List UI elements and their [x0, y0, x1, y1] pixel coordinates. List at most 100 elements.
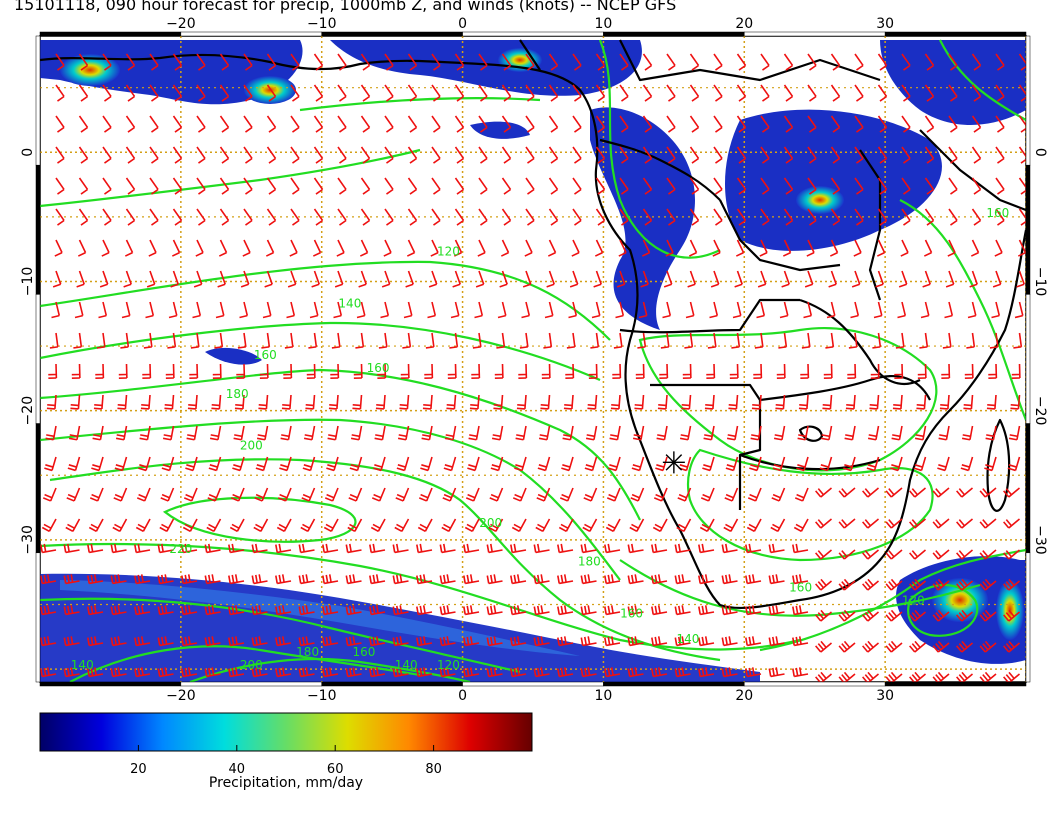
wind-barb — [820, 425, 833, 441]
wind-barb — [838, 640, 856, 653]
wind-barb — [405, 270, 414, 288]
wind-barb — [595, 84, 606, 102]
wind-barb — [168, 301, 178, 319]
wind-barb — [557, 667, 574, 678]
wind-barb — [807, 208, 817, 226]
wind-barb — [731, 332, 741, 349]
wind-barb — [49, 332, 59, 349]
wind-barb — [760, 146, 770, 164]
wind-barb — [463, 667, 480, 678]
wind-barb — [454, 146, 465, 164]
wind-barb — [149, 84, 159, 102]
wind-barb — [88, 518, 104, 533]
wind-barb — [337, 208, 347, 226]
country-border — [759, 375, 931, 402]
wind-barb — [823, 363, 833, 380]
wind-barb — [580, 574, 597, 585]
wind-barb — [642, 177, 653, 195]
wind-barb — [303, 425, 316, 441]
wind-barb — [676, 518, 692, 533]
wind-barb — [706, 363, 716, 380]
contour-label: 200 — [240, 438, 263, 452]
wind-barb — [280, 425, 292, 441]
wind-barb — [78, 146, 89, 164]
wind-barb — [102, 115, 112, 133]
wind-barb — [381, 270, 391, 288]
wind-barb — [736, 84, 747, 102]
lon-label-bottom: 30 — [876, 688, 894, 704]
wind-barb — [478, 177, 488, 195]
colorbar-tick-label: 80 — [425, 762, 442, 777]
wind-barb — [937, 456, 950, 472]
wind-barb — [540, 394, 551, 410]
wind-barb — [815, 549, 833, 560]
wind-barb — [877, 84, 888, 102]
wind-barb — [478, 208, 488, 226]
wind-barb — [651, 605, 668, 616]
wind-barb — [945, 270, 955, 288]
wind-barb — [689, 115, 700, 133]
wind-barb — [895, 332, 905, 349]
wind-barb — [1018, 208, 1026, 226]
wind-barb — [181, 636, 198, 647]
wind-barb — [463, 636, 480, 647]
wind-barb — [123, 270, 132, 288]
wind-barb — [298, 543, 315, 554]
wind-barb — [54, 239, 63, 257]
wind-barb — [916, 394, 927, 410]
wind-barb — [313, 177, 324, 195]
wind-barb — [681, 394, 692, 410]
wind-barb — [515, 425, 527, 441]
wind-barb — [65, 518, 81, 533]
wind-barb — [760, 208, 770, 226]
wind-barb — [313, 208, 324, 226]
lon-label-top: −10 — [307, 16, 337, 32]
wind-barb — [261, 332, 271, 349]
wind-barb — [838, 487, 856, 498]
wind-barb — [500, 239, 510, 257]
wind-barb — [826, 301, 836, 319]
wind-barb — [486, 574, 503, 585]
wind-barb — [721, 574, 738, 585]
wind-barb — [55, 208, 65, 226]
wind-barb — [525, 84, 535, 102]
wind-barb — [467, 456, 480, 472]
wind-barb — [501, 177, 512, 195]
wind-barb — [594, 239, 604, 257]
wind-barb — [698, 605, 715, 616]
wind-barb — [682, 363, 692, 380]
country-border — [859, 149, 882, 301]
wind-barb — [374, 425, 386, 441]
wind-barb — [323, 518, 339, 533]
wind-barb — [771, 487, 786, 502]
wind-barb — [606, 487, 621, 502]
wind-barb — [230, 487, 245, 502]
wind-barb — [494, 363, 504, 380]
frame-scale-bar — [462, 681, 604, 687]
wind-barb — [745, 574, 762, 585]
wind-barb — [938, 425, 950, 441]
wind-barb — [463, 543, 480, 554]
wind-barb — [656, 425, 668, 441]
wind-barb — [772, 456, 786, 472]
wind-barb — [251, 543, 268, 554]
wind-barb — [632, 425, 645, 441]
wind-barb — [289, 239, 298, 257]
wind-barb — [533, 574, 550, 585]
wind-barb — [885, 487, 903, 498]
wind-barb — [627, 667, 644, 678]
contour-label: 120 — [437, 245, 460, 259]
wind-barb — [215, 301, 225, 319]
wind-barb — [956, 549, 974, 560]
wind-barb — [369, 667, 386, 678]
wind-barb — [688, 239, 698, 257]
wind-barb — [121, 301, 131, 319]
wind-barb — [721, 667, 738, 678]
wind-barb — [453, 239, 463, 257]
wind-barb — [488, 518, 504, 533]
contour-line — [40, 597, 521, 674]
wind-barb — [875, 270, 884, 288]
wind-barb — [157, 605, 174, 616]
wind-barb — [956, 487, 974, 498]
contour-line — [907, 583, 979, 637]
